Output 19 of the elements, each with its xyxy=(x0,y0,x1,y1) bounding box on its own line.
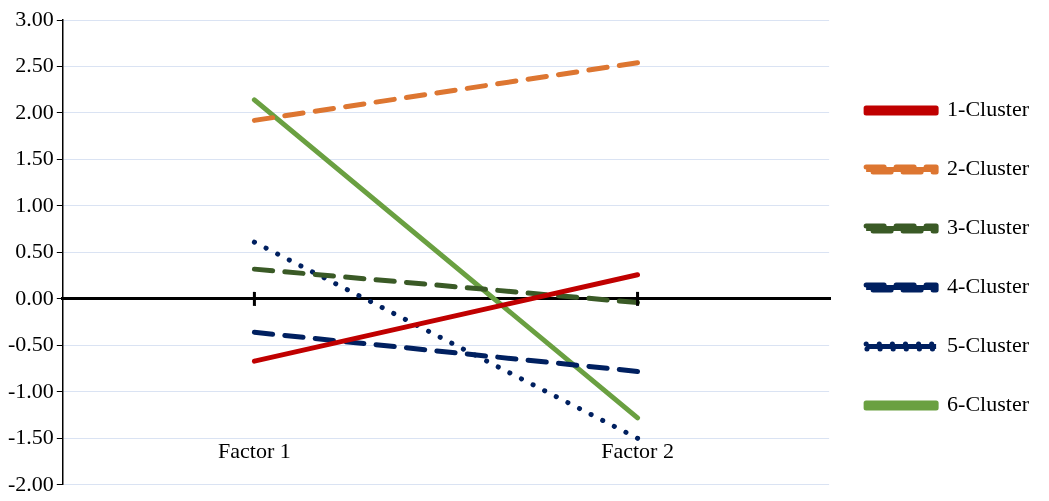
y-tick-label: 1.00 xyxy=(15,191,54,217)
y-tick-label: -1.00 xyxy=(8,377,54,403)
x-tick-label: Factor 1 xyxy=(218,437,291,463)
legend-label: 5-Cluster xyxy=(947,332,1030,358)
y-tick-label: 0.00 xyxy=(15,284,54,310)
y-tick-label: 0.50 xyxy=(15,238,54,264)
legend-label: 2-Cluster xyxy=(947,155,1030,181)
legend-label: 4-Cluster xyxy=(947,273,1030,299)
legend-label: 6-Cluster xyxy=(947,391,1030,417)
y-tick-label: -0.50 xyxy=(8,331,54,357)
y-tick-label: -2.00 xyxy=(8,470,54,496)
y-tick-label: 1.50 xyxy=(15,145,54,171)
y-tick-label: 2.50 xyxy=(15,52,54,78)
legend-label: 3-Cluster xyxy=(947,214,1030,240)
x-tick-label: Factor 2 xyxy=(601,437,674,463)
legend-label: 1-Cluster xyxy=(947,96,1030,122)
y-tick-label: 2.00 xyxy=(15,98,54,124)
y-tick-label: 3.00 xyxy=(15,5,54,31)
y-tick-label: -1.50 xyxy=(8,424,54,450)
